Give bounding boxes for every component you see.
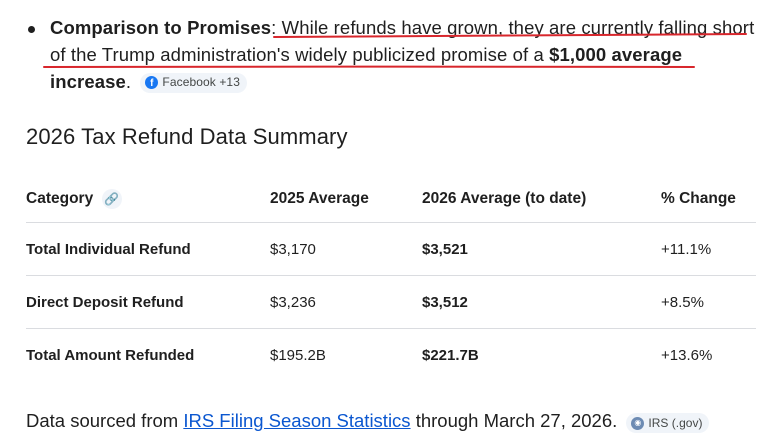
row-category: Direct Deposit Refund [26, 275, 270, 329]
header-category: Category 🔗 [26, 176, 270, 223]
section-title: 2026 Tax Refund Data Summary [26, 124, 348, 149]
row-2025: $195.2B [270, 346, 326, 364]
table-header-row: Category 🔗 2025 Average 2026 Average (to… [26, 176, 756, 223]
row-2025: $3,170 [270, 222, 422, 276]
bullet-bold-amount: $1,000 average increase [50, 44, 683, 92]
bullet-dot-icon [28, 26, 35, 33]
source-chip-irs[interactable]: ◉ IRS (.gov) [626, 413, 710, 433]
facebook-icon: f [145, 76, 159, 89]
row-change: +8.5% [661, 275, 756, 329]
comparison-bullet: Comparison to Promises: While refunds ha… [26, 14, 756, 95]
header-change: % Change [661, 176, 756, 223]
bullet-body: While refunds have grown, they are curre… [50, 17, 755, 65]
table-row: Total Amount Refunded $195.2B $221.7B +1… [26, 329, 756, 382]
header-2026: 2026 Average (to date) [422, 176, 661, 223]
irs-seal-icon: ◉ [631, 416, 645, 430]
row-2026: $221.7B [422, 346, 479, 364]
irs-statistics-link[interactable]: IRS Filing Season Statistics [183, 410, 411, 431]
source-line: Data sourced from IRS Filing Season Stat… [26, 408, 710, 434]
source-chip-label: Facebook +13 [162, 75, 240, 89]
source-chip-label: IRS (.gov) [648, 416, 703, 430]
bullet-label: Comparison to Promises [50, 17, 272, 38]
row-2026: $3,512 [422, 275, 661, 329]
row-change: +13.6% [661, 346, 713, 364]
header-2025: 2025 Average [270, 176, 422, 223]
refund-table: Category 🔗 2025 Average 2026 Average (to… [26, 176, 756, 381]
row-2025: $3,236 [270, 275, 422, 329]
row-change: +11.1% [661, 222, 756, 276]
row-category: Total Individual Refund [26, 222, 270, 276]
row-category: Total Amount Refunded [26, 346, 195, 364]
bullet-text: Comparison to Promises: While refunds ha… [50, 14, 756, 95]
table-row: Total Individual Refund $3,170 $3,521 +1… [26, 222, 756, 276]
link-icon[interactable]: 🔗 [101, 189, 122, 209]
table-row: Direct Deposit Refund $3,236 $3,512 +8.5… [26, 275, 756, 329]
source-chip-facebook[interactable]: f Facebook +13 [140, 72, 247, 93]
row-2026: $3,521 [422, 222, 661, 276]
